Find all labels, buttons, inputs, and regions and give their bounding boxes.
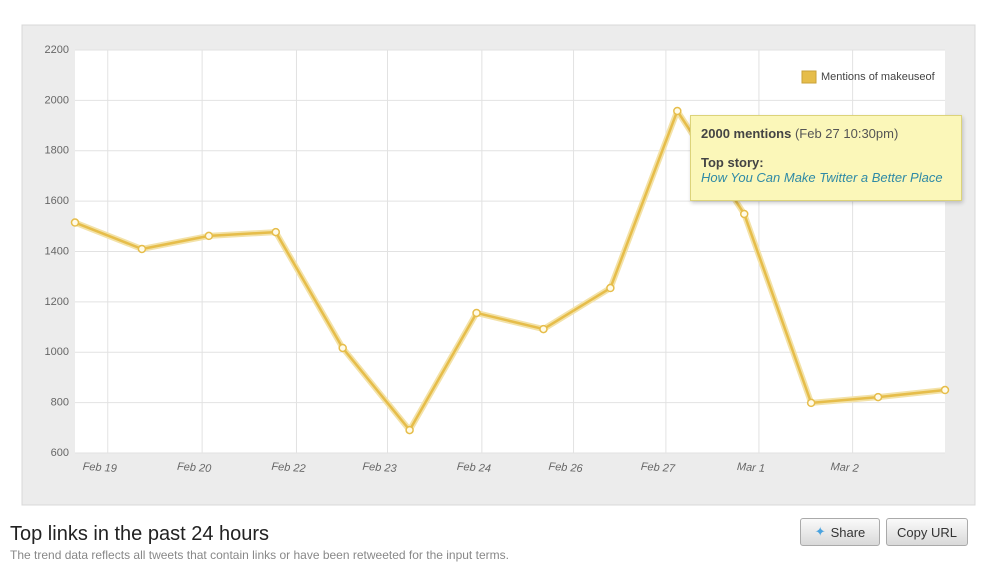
y-tick-label: 2200 — [45, 44, 69, 56]
tooltip-time: (Feb 27 10:30pm) — [794, 126, 899, 141]
x-tick-label: Feb 23 — [362, 461, 398, 475]
series-line — [74, 109, 946, 432]
y-tick-label: 1000 — [45, 346, 69, 358]
x-tick-label: Feb 24 — [456, 461, 491, 475]
x-tick-label: Feb 27 — [640, 461, 676, 475]
y-tick-label: 1400 — [45, 245, 69, 257]
point — [405, 425, 414, 435]
footer-note: The trend data reflects all tweets that … — [10, 548, 509, 562]
point — [739, 209, 749, 219]
tooltip: 2000 mentions (Feb 27 10:30pm) Top story… — [690, 115, 962, 201]
tooltip-link[interactable]: How You Can Make Twitter a Better Place — [701, 170, 943, 185]
y-tick-label: 1600 — [45, 195, 69, 207]
point — [70, 218, 80, 227]
tooltip-label: Top story: — [701, 155, 764, 170]
point — [940, 385, 950, 395]
point — [137, 244, 147, 254]
point — [338, 343, 347, 353]
tooltip-title: 2000 mentions — [701, 126, 792, 141]
footer-heading: Top links in the past 24 hours — [10, 523, 270, 545]
y-tick-label: 600 — [51, 447, 69, 459]
point — [271, 227, 281, 237]
y-tick-label: 2000 — [45, 94, 69, 106]
point — [472, 308, 481, 318]
legend-swatch — [801, 70, 817, 84]
share-label: Share — [830, 524, 866, 540]
point — [873, 392, 883, 402]
x-tick-label: Mar 1 — [736, 461, 765, 475]
y-tick-label: 800 — [51, 397, 69, 409]
y-tick-label: 1800 — [45, 145, 69, 157]
copy-label: Copy URL — [897, 524, 957, 540]
x-tick-label: Mar 2 — [830, 461, 859, 475]
share-button[interactable]: ✦ Share — [800, 518, 880, 546]
x-tick-label: Feb 19 — [82, 461, 117, 475]
legend-label: Mentions of makeuseof — [821, 71, 936, 83]
point — [539, 324, 548, 334]
point — [204, 231, 214, 241]
point — [806, 398, 816, 408]
point — [673, 106, 682, 116]
y-tick-label: 1200 — [45, 296, 69, 308]
point — [606, 283, 615, 293]
x-tick-label: Feb 26 — [548, 461, 584, 475]
x-tick-label: Feb 22 — [271, 461, 306, 475]
chart: 600 800 1000 1200 1400 1600 1800 2000 2200 Feb 19… — [21, 24, 976, 506]
x-tick-label: Feb 20 — [177, 461, 213, 475]
copy-url-button[interactable]: Copy URL — [886, 518, 968, 546]
